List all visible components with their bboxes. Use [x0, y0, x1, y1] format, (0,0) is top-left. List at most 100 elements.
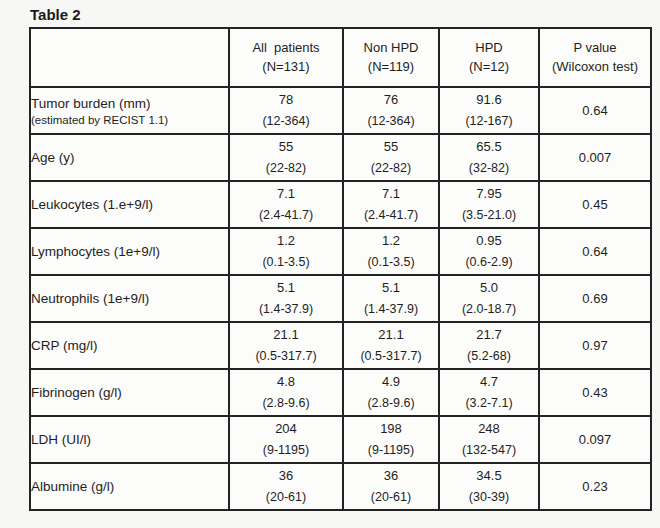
range-value: (0.5-317.7) [344, 349, 438, 364]
range-value: (1.4-37.9) [230, 302, 342, 317]
median-value: 76 [344, 92, 438, 108]
range-value: (0.5-317.7) [230, 349, 342, 364]
median-value: 4.9 [344, 374, 438, 390]
page: { "title": "Table 2", "header": { "cols"… [0, 0, 660, 528]
median-value: 5.1 [344, 280, 438, 296]
median-value: 0.95 [440, 233, 538, 249]
table-row: CRP (mg/l) 21.1 (0.5-317.7) 21.1 (0.5-31… [30, 322, 651, 369]
row-label: Leukocytes (1.e+9/l) [31, 197, 228, 212]
range-value: (5.2-68) [440, 349, 538, 364]
p-value: 0.97 [540, 338, 650, 354]
cell-all-patients: 78 (12-364) [229, 87, 343, 134]
range-value: (12-167) [440, 114, 538, 129]
cell-p-value: 0.43 [539, 369, 651, 416]
range-value: (132-547) [440, 443, 538, 458]
range-value: (2.8-9.6) [230, 396, 342, 411]
range-value: (2.4-41.7) [344, 208, 438, 223]
column-header-n: (Wilcoxon test) [540, 58, 650, 77]
column-header-n: (N=131) [230, 58, 342, 77]
cell-p-value: 0.23 [539, 463, 651, 510]
range-value: (9-1195) [344, 443, 438, 458]
cell-p-value: 0.64 [539, 87, 651, 134]
range-value: (0.6-2.9) [440, 255, 538, 270]
cell-non-hpd: 76 (12-364) [343, 87, 439, 134]
row-label-cell: Tumor burden (mm) (estimated by RECIST 1… [30, 87, 229, 134]
table-body: Tumor burden (mm) (estimated by RECIST 1… [30, 87, 651, 510]
p-value: 0.43 [540, 385, 650, 401]
cell-hpd: 5.0 (2.0-18.7) [439, 275, 539, 322]
row-label: CRP (mg/l) [31, 338, 228, 353]
cell-all-patients: 5.1 (1.4-37.9) [229, 275, 343, 322]
median-value: 4.7 [440, 374, 538, 390]
row-label-cell: Lymphocytes (1e+9/l) [30, 228, 229, 275]
results-table: All patients (N=131) Non HPD (N=119) HPD… [29, 27, 652, 511]
median-value: 55 [230, 139, 342, 155]
cell-p-value: 0.64 [539, 228, 651, 275]
p-value: 0.64 [540, 244, 650, 260]
cell-p-value: 0.007 [539, 134, 651, 181]
range-value: (12-364) [344, 114, 438, 129]
cell-non-hpd: 7.1 (2.4-41.7) [343, 181, 439, 228]
median-value: 7.1 [344, 186, 438, 202]
cell-all-patients: 36 (20-61) [229, 463, 343, 510]
row-label-cell: Albumine (g/l) [30, 463, 229, 510]
row-label-sub: (estimated by RECIST 1.1) [31, 114, 228, 126]
median-value: 36 [344, 468, 438, 484]
range-value: (0.1-3.5) [344, 255, 438, 270]
range-value: (12-364) [230, 114, 342, 129]
median-value: 7.1 [230, 186, 342, 202]
column-header-n: (N=119) [344, 58, 438, 77]
row-label-cell: Leukocytes (1.e+9/l) [30, 181, 229, 228]
column-header-non-hpd: Non HPD (N=119) [343, 28, 439, 87]
row-label: Lymphocytes (1e+9/l) [31, 244, 228, 259]
table-caption: Table 2 [30, 6, 81, 23]
cell-hpd: 7.95 (3.5-21.0) [439, 181, 539, 228]
cell-p-value: 0.69 [539, 275, 651, 322]
cell-all-patients: 7.1 (2.4-41.7) [229, 181, 343, 228]
table-row: Neutrophils (1e+9/l) 5.1 (1.4-37.9) 5.1 … [30, 275, 651, 322]
cell-p-value: 0.45 [539, 181, 651, 228]
median-value: 5.0 [440, 280, 538, 296]
cell-hpd: 0.95 (0.6-2.9) [439, 228, 539, 275]
table-row: Tumor burden (mm) (estimated by RECIST 1… [30, 87, 651, 134]
median-value: 198 [344, 421, 438, 437]
table-row: Leukocytes (1.e+9/l) 7.1 (2.4-41.7) 7.1 … [30, 181, 651, 228]
cell-hpd: 65.5 (32-82) [439, 134, 539, 181]
row-label-cell: Fibrinogen (g/l) [30, 369, 229, 416]
column-header-label: All patients [230, 39, 342, 58]
median-value: 36 [230, 468, 342, 484]
median-value: 65.5 [440, 139, 538, 155]
cell-all-patients: 1.2 (0.1-3.5) [229, 228, 343, 275]
median-value: 204 [230, 421, 342, 437]
median-value: 91.6 [440, 92, 538, 108]
row-label: Albumine (g/l) [31, 479, 228, 494]
table-row: Age (y) 55 (22-82) 55 (22-82) 65.5 (32-8… [30, 134, 651, 181]
cell-hpd: 4.7 (3.2-7.1) [439, 369, 539, 416]
p-value: 0.23 [540, 479, 650, 495]
range-value: (32-82) [440, 161, 538, 176]
header-corner-cell [30, 28, 229, 87]
median-value: 21.1 [344, 327, 438, 343]
table-row: Fibrinogen (g/l) 4.8 (2.8-9.6) 4.9 (2.8-… [30, 369, 651, 416]
range-value: (20-61) [230, 490, 342, 505]
p-value: 0.69 [540, 291, 650, 307]
median-value: 7.95 [440, 186, 538, 202]
p-value: 0.007 [540, 150, 650, 166]
median-value: 78 [230, 92, 342, 108]
cell-p-value: 0.97 [539, 322, 651, 369]
range-value: (2.8-9.6) [344, 396, 438, 411]
median-value: 1.2 [344, 233, 438, 249]
median-value: 248 [440, 421, 538, 437]
median-value: 4.8 [230, 374, 342, 390]
range-value: (0.1-3.5) [230, 255, 342, 270]
column-header-label: HPD [440, 39, 538, 58]
cell-all-patients: 4.8 (2.8-9.6) [229, 369, 343, 416]
cell-hpd: 248 (132-547) [439, 416, 539, 463]
column-header-p-value: P value (Wilcoxon test) [539, 28, 651, 87]
cell-hpd: 91.6 (12-167) [439, 87, 539, 134]
cell-all-patients: 21.1 (0.5-317.7) [229, 322, 343, 369]
cell-all-patients: 55 (22-82) [229, 134, 343, 181]
range-value: (2.4-41.7) [230, 208, 342, 223]
median-value: 55 [344, 139, 438, 155]
range-value: (30-39) [440, 490, 538, 505]
